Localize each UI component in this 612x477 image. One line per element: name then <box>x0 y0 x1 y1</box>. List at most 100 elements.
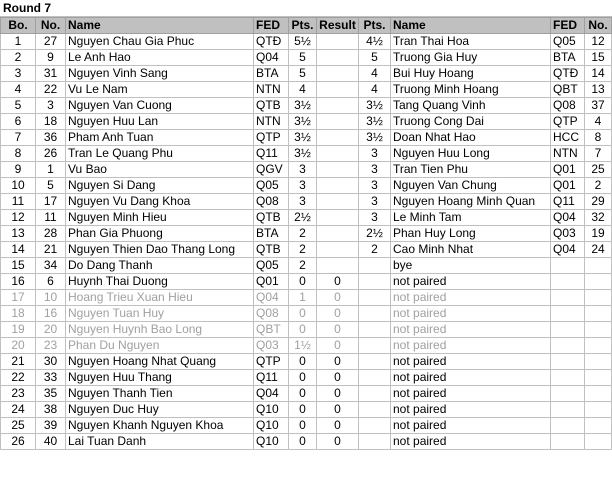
cell: not paired <box>390 321 551 338</box>
cell: 14 <box>0 241 36 258</box>
cell: 0 <box>316 433 359 450</box>
cell: 3 <box>358 145 391 162</box>
cell: 34 <box>35 257 66 274</box>
cell: 6 <box>35 273 66 290</box>
cell: 12 <box>0 209 36 226</box>
cell <box>584 433 612 450</box>
cell: Q01 <box>550 161 585 178</box>
cell: QTĐ <box>550 65 585 82</box>
cell: 9 <box>35 49 66 66</box>
cell: 3 <box>288 161 317 178</box>
cell: 3½ <box>358 113 391 130</box>
cell <box>584 337 612 354</box>
cell: QTB <box>253 97 289 114</box>
cell: 0 <box>288 273 317 290</box>
pairing-row: 9 1 Vu Bao QGV 3 3 Tran Tien Phu Q01 25 <box>0 161 612 178</box>
cell: QTP <box>550 113 585 130</box>
cell: 26 <box>35 145 66 162</box>
cell: 2 <box>584 177 612 194</box>
cell: Pham Anh Tuan <box>65 129 254 146</box>
cell: QBT <box>550 81 585 98</box>
cell <box>550 385 585 402</box>
cell: 25 <box>584 161 612 178</box>
cell: 15 <box>0 257 36 274</box>
cell: Truong Minh Hoang <box>390 81 551 98</box>
cell <box>358 433 391 450</box>
column-header: Pts. <box>288 17 317 34</box>
column-header: No. <box>584 17 612 34</box>
cell: 13 <box>0 225 36 242</box>
cell: 20 <box>35 321 66 338</box>
cell <box>316 161 359 178</box>
cell: BTA <box>253 65 289 82</box>
cell <box>358 353 391 370</box>
cell: Tran Tien Phu <box>390 161 551 178</box>
cell: Q04 <box>253 385 289 402</box>
cell: not paired <box>390 353 551 370</box>
pairing-row: 12 11 Nguyen Minh Hieu QTB 2½ 3 Le Minh Tam Q04… <box>0 209 612 226</box>
cell: not paired <box>390 289 551 306</box>
pairing-row: 25 39 Nguyen Khanh Nguyen Khoa Q10 0 0 not pai… <box>0 417 612 434</box>
cell: QTĐ <box>253 33 289 50</box>
cell: 3½ <box>358 129 391 146</box>
cell: 7 <box>584 145 612 162</box>
cell <box>316 241 359 258</box>
cell: Q04 <box>550 241 585 258</box>
cell: Q04 <box>253 49 289 66</box>
cell: Q01 <box>253 273 289 290</box>
cell: Q10 <box>253 433 289 450</box>
pairing-row: 22 33 Nguyen Huu Thang Q11 0 0 not paired <box>0 369 612 386</box>
cell <box>550 401 585 418</box>
cell <box>316 177 359 194</box>
cell: 37 <box>584 97 612 114</box>
cell <box>584 369 612 386</box>
cell: 24 <box>584 241 612 258</box>
cell: BTA <box>253 225 289 242</box>
cell: 40 <box>35 433 66 450</box>
cell: 2 <box>288 241 317 258</box>
column-header: Pts. <box>358 17 391 34</box>
cell: NTN <box>253 113 289 130</box>
cell: Q11 <box>550 193 585 210</box>
cell: Le Minh Tam <box>390 209 551 226</box>
cell: Truong Gia Huy <box>390 49 551 66</box>
cell: 3 <box>0 65 36 82</box>
pairing-row: 21 30 Nguyen Hoang Nhat Quang QTP 0 0 not pair… <box>0 353 612 370</box>
cell: QBT <box>253 321 289 338</box>
cell: 27 <box>35 33 66 50</box>
cell <box>550 289 585 306</box>
cell: 19 <box>0 321 36 338</box>
cell: 8 <box>0 145 36 162</box>
cell <box>358 417 391 434</box>
cell <box>550 369 585 386</box>
cell: Nguyen Vu Dang Khoa <box>65 193 254 210</box>
cell <box>584 321 612 338</box>
cell <box>316 65 359 82</box>
cell: Le Anh Hao <box>65 49 254 66</box>
cell <box>316 225 359 242</box>
cell: 5 <box>0 97 36 114</box>
cell: 3½ <box>288 113 317 130</box>
cell: 0 <box>316 337 359 354</box>
cell: Nguyen Khanh Nguyen Khoa <box>65 417 254 434</box>
cell: Nguyen Hoang Minh Quan <box>390 193 551 210</box>
column-header: FED <box>550 17 585 34</box>
cell: 3½ <box>288 129 317 146</box>
cell: 2 <box>288 225 317 242</box>
cell: 8 <box>584 129 612 146</box>
cell: Nguyen Thien Dao Thang Long <box>65 241 254 258</box>
cell: Nguyen Duc Huy <box>65 401 254 418</box>
column-header: FED <box>253 17 289 34</box>
cell: 0 <box>288 321 317 338</box>
cell: Q04 <box>550 209 585 226</box>
cell: Hoang Trieu Xuan Hieu <box>65 289 254 306</box>
cell: Cao Minh Nhat <box>390 241 551 258</box>
cell: 4 <box>358 81 391 98</box>
cell: QTB <box>253 209 289 226</box>
cell <box>550 433 585 450</box>
cell <box>358 289 391 306</box>
cell: 3 <box>358 209 391 226</box>
cell: Q05 <box>253 257 289 274</box>
cell: Bui Huy Hoang <box>390 65 551 82</box>
